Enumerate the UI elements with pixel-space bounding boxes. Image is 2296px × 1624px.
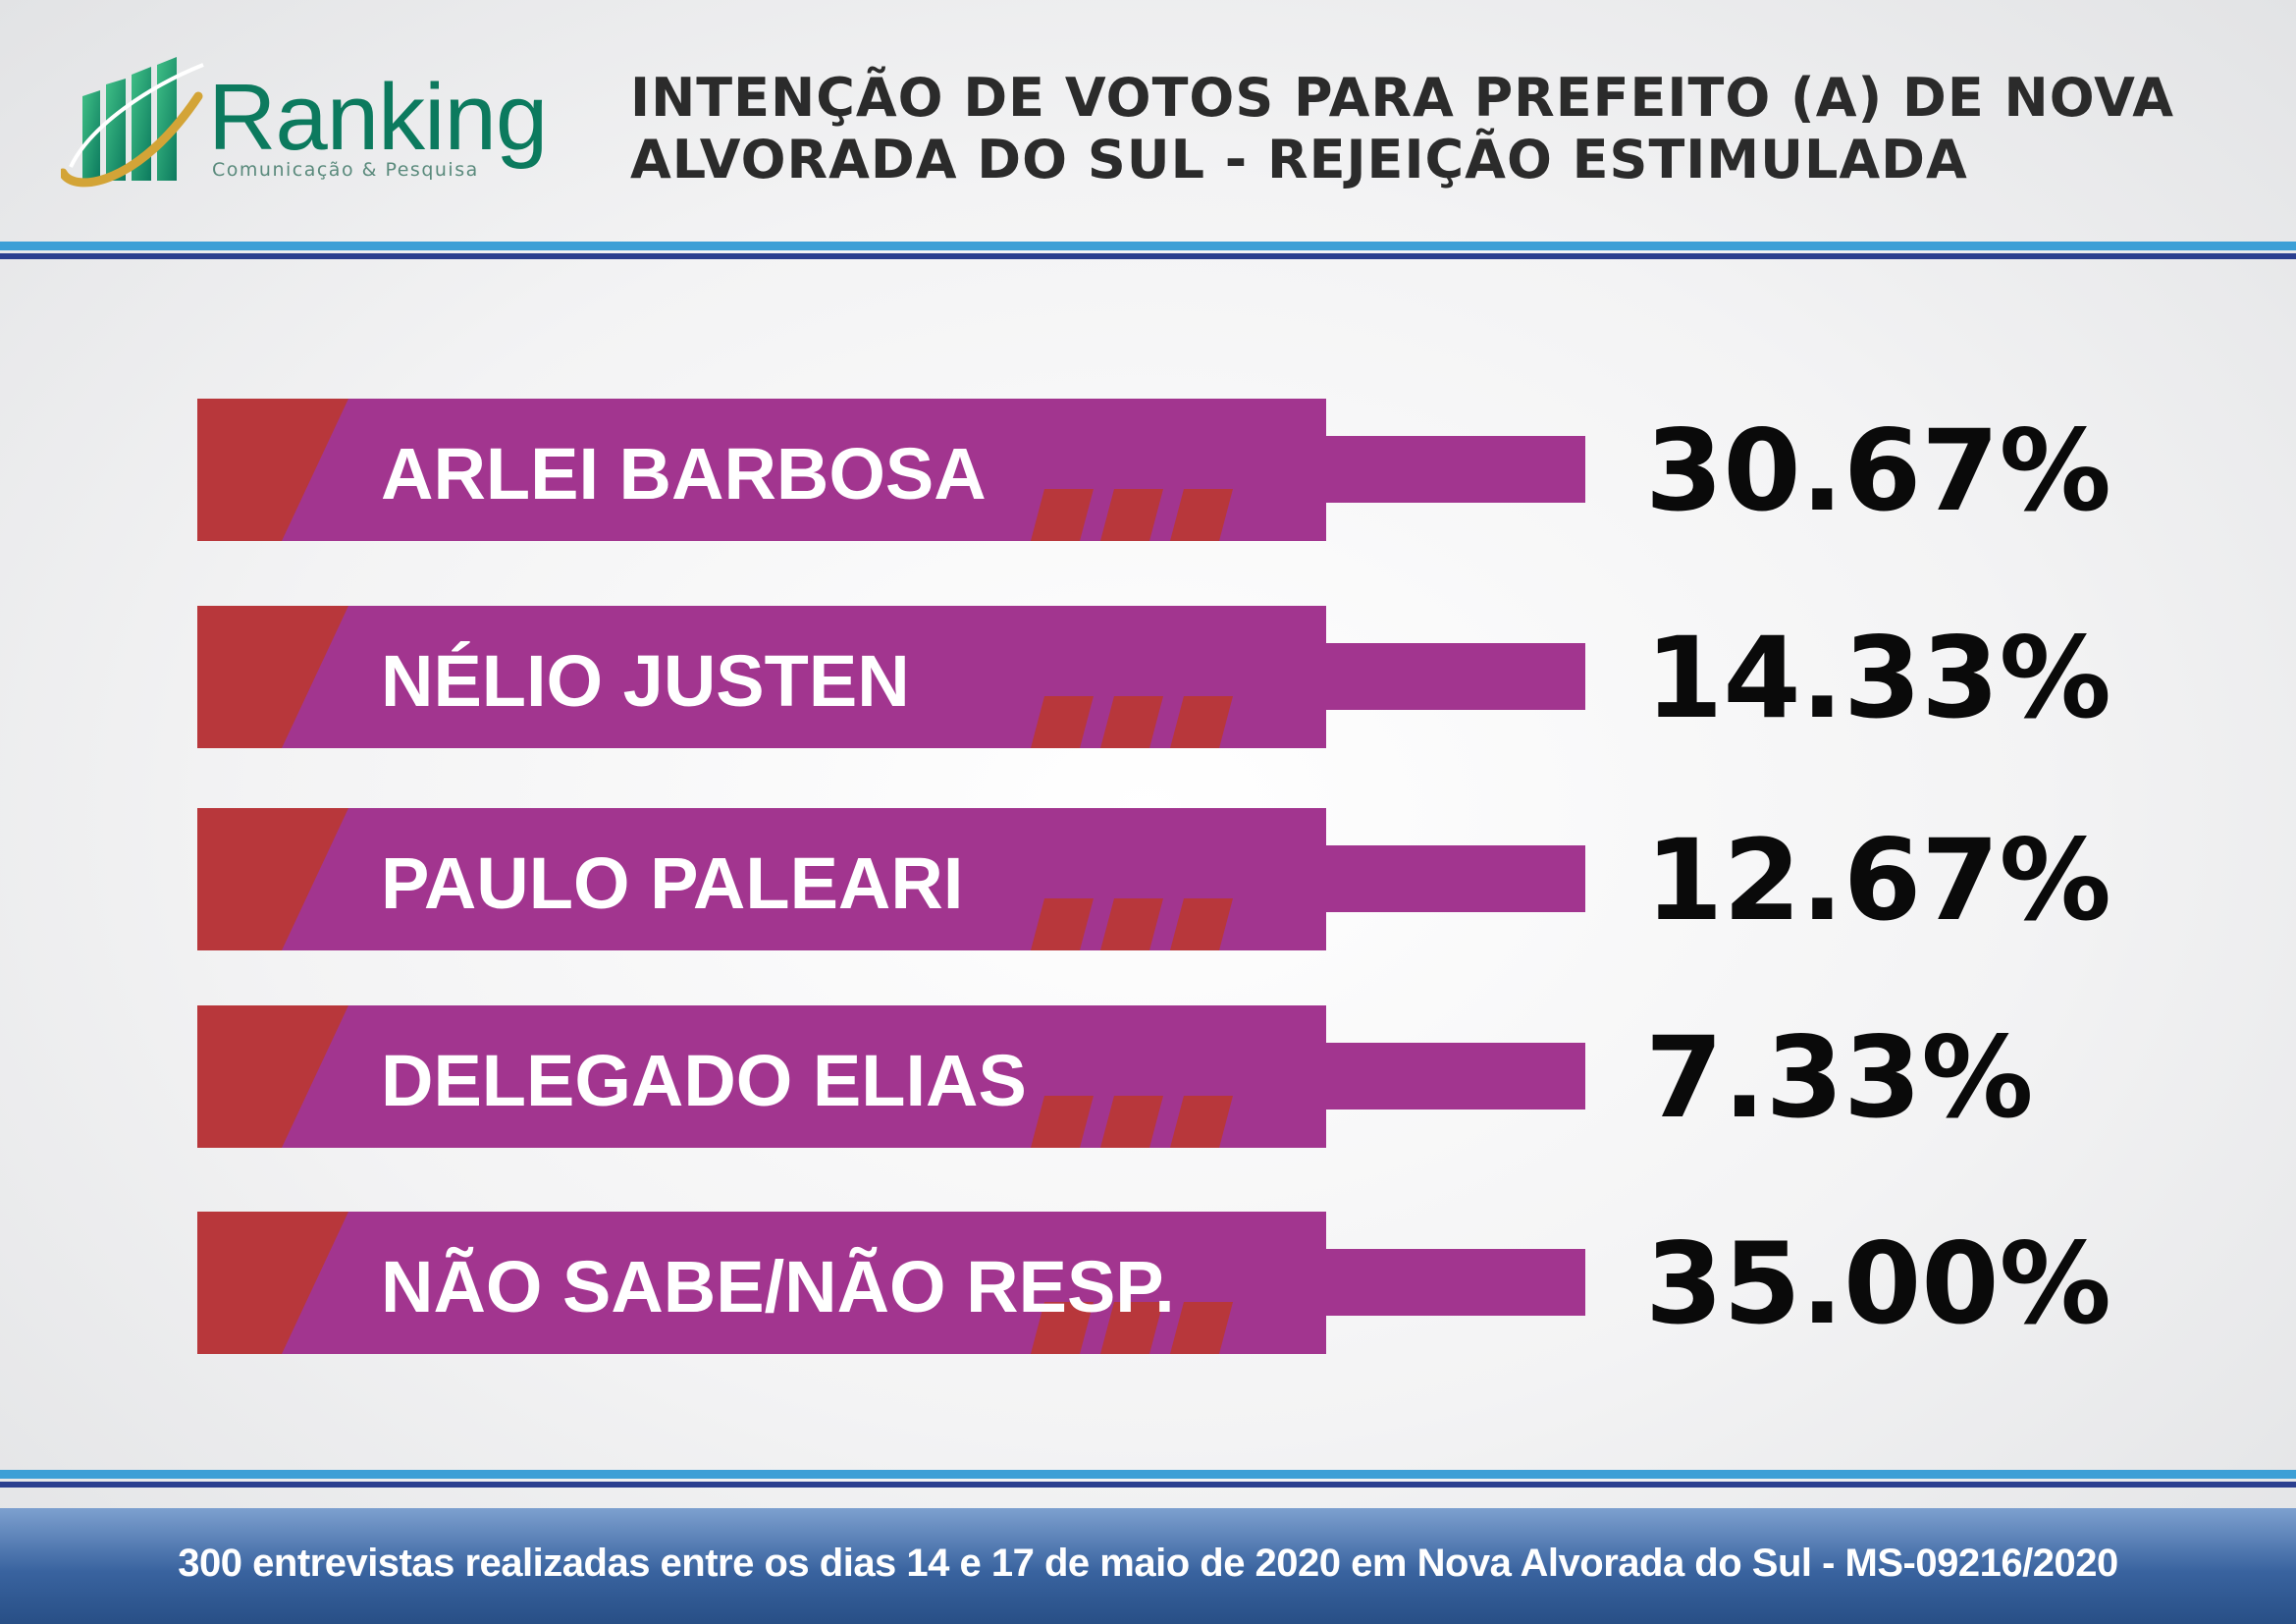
logo-wordmark: Ranking: [208, 65, 548, 170]
bar-tab: [1326, 1043, 1585, 1110]
bar-decor-slash: [1100, 1302, 1163, 1354]
bar-value-label: 7.33%: [1645, 1012, 2034, 1143]
bar-label: ARLEI BARBOSA: [381, 433, 987, 514]
bar-label: DELEGADO ELIAS: [381, 1040, 1027, 1121]
bar-accent-stripe: [197, 808, 348, 950]
bar-decor-slash: [1031, 1302, 1094, 1354]
bar-tab: [1326, 436, 1585, 503]
bar-decor-slash: [1031, 696, 1094, 748]
bar-decor-slash: [1031, 898, 1094, 950]
bar-accent-stripe: [197, 1005, 348, 1148]
chart-title: INTENÇÃO DE VOTOS PARA PREFEITO (A) DE N…: [630, 67, 2175, 190]
bar-decor-slash: [1100, 1096, 1163, 1148]
bar-label: NÉLIO JUSTEN: [381, 640, 910, 722]
bar-decor-slash: [1170, 898, 1233, 950]
footer-rule-light: [0, 1470, 2296, 1479]
bar-value-label: 35.00%: [1645, 1218, 2111, 1349]
footer-band: [0, 1508, 2296, 1624]
bar-accent-stripe: [197, 606, 348, 748]
bar-decor-slash: [1031, 489, 1094, 541]
logo-subtitle: Comunicação & Pesquisa: [212, 159, 479, 181]
bar-decor-slash: [1170, 489, 1233, 541]
bar-decor-slash: [1031, 1096, 1094, 1148]
bar-decor-slash: [1100, 489, 1163, 541]
bar-accent-stripe: [197, 399, 348, 541]
bar-tab: [1326, 845, 1585, 912]
header-rule-light: [0, 242, 2296, 250]
bar-decor-slash: [1100, 696, 1163, 748]
bar-accent-stripe: [197, 1212, 348, 1354]
bar-row: ARLEI BARBOSA 30.67%: [197, 399, 2111, 541]
header-rule-dark: [0, 253, 2296, 259]
bar-label: NÃO SABE/NÃO RESP.: [381, 1246, 1175, 1327]
bar-decor-slash: [1170, 696, 1233, 748]
bar-label: PAULO PALEARI: [381, 842, 963, 924]
bar-decor-slash: [1170, 1096, 1233, 1148]
bar-row: PAULO PALEARI 12.67%: [197, 808, 2111, 950]
bar-row: NÉLIO JUSTEN 14.33%: [197, 606, 2111, 748]
bar-decor-slash: [1170, 1302, 1233, 1354]
bar-value-label: 12.67%: [1645, 815, 2111, 946]
bar-chart-logo-icon: [61, 57, 204, 188]
ranking-logo: Ranking Comunicação & Pesquisa: [61, 57, 548, 189]
footer-rule-dark: [0, 1482, 2296, 1488]
bar-decor-slash: [1100, 898, 1163, 950]
bar-row: NÃO SABE/NÃO RESP. 35.00%: [197, 1212, 2111, 1354]
bar-row: DELEGADO ELIAS 7.33%: [197, 1005, 2034, 1148]
bar-value-label: 30.67%: [1645, 406, 2111, 536]
bar-tab: [1326, 1249, 1585, 1316]
survey-methodology-note: 300 entrevistas realizadas entre os dias…: [178, 1542, 2118, 1585]
bar-value-label: 14.33%: [1645, 613, 2111, 743]
bar-tab: [1326, 643, 1585, 710]
